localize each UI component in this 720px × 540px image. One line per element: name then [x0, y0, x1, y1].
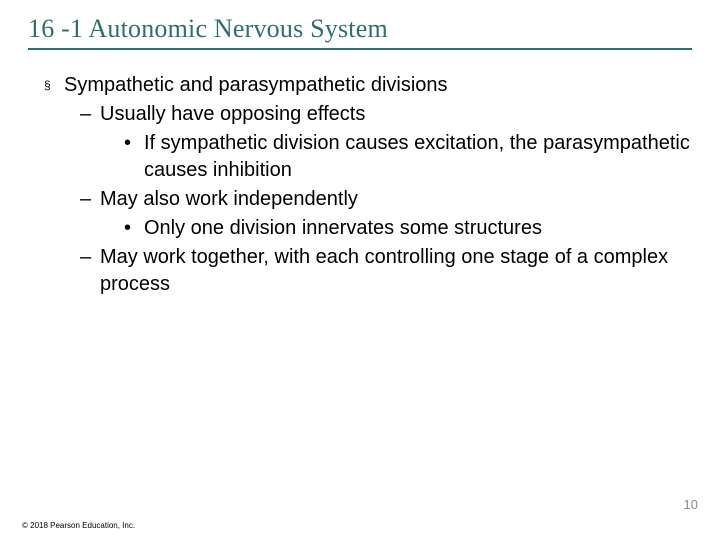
- bullet-text: Sympathetic and parasympathetic division…: [64, 72, 692, 99]
- title-underline: [28, 48, 692, 50]
- bullet-level3: • If sympathetic division causes excitat…: [124, 130, 692, 184]
- square-bullet-icon: §: [44, 72, 64, 99]
- page-number: 10: [684, 497, 698, 512]
- bullet-level1: § Sympathetic and parasympathetic divisi…: [44, 72, 692, 99]
- bullet-text: May also work independently: [100, 186, 692, 213]
- bullet-text: May work together, with each controlling…: [100, 244, 692, 298]
- bullet-level2: – May also work independently: [80, 186, 692, 213]
- dot-bullet-icon: •: [124, 215, 144, 242]
- bullet-text: If sympathetic division causes excitatio…: [144, 130, 692, 184]
- bullet-level3: • Only one division innervates some stru…: [124, 215, 692, 242]
- slide-title: 16 -1 Autonomic Nervous System: [28, 14, 388, 44]
- dash-bullet-icon: –: [80, 186, 100, 213]
- dot-bullet-icon: •: [124, 130, 144, 157]
- bullet-text: Usually have opposing effects: [100, 101, 692, 128]
- dash-bullet-icon: –: [80, 101, 100, 128]
- bullet-level2: – Usually have opposing effects: [80, 101, 692, 128]
- bullet-level2: – May work together, with each controlli…: [80, 244, 692, 298]
- copyright-text: © 2018 Pearson Education, Inc.: [22, 521, 135, 530]
- dash-bullet-icon: –: [80, 244, 100, 271]
- bullet-text: Only one division innervates some struct…: [144, 215, 692, 242]
- slide: 16 -1 Autonomic Nervous System § Sympath…: [0, 0, 720, 540]
- content-area: § Sympathetic and parasympathetic divisi…: [28, 72, 692, 300]
